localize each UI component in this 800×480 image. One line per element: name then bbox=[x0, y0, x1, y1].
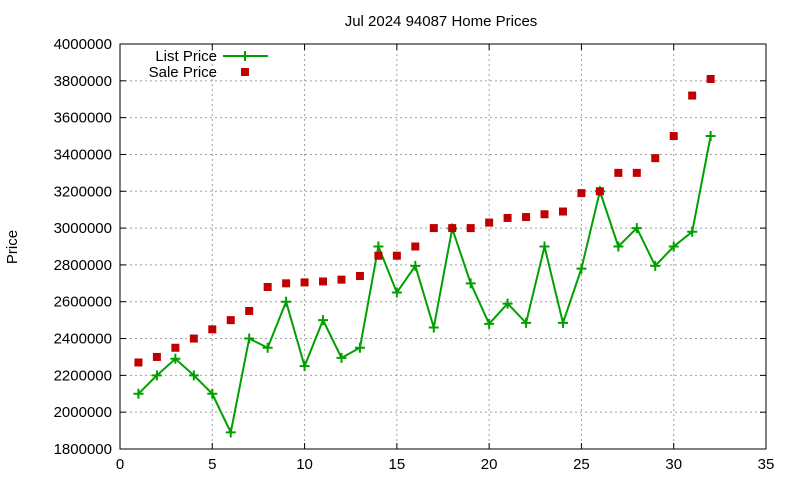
list-price-point bbox=[133, 388, 144, 399]
list-price-point bbox=[668, 241, 679, 252]
legend-swatch-marker bbox=[240, 51, 250, 61]
sale-price-point bbox=[688, 91, 697, 100]
sale-price-point bbox=[319, 277, 328, 286]
x-tick-label: 30 bbox=[665, 456, 682, 473]
sale-price-point bbox=[282, 279, 291, 288]
sale-price-point bbox=[152, 352, 161, 361]
x-tick-label: 20 bbox=[481, 456, 498, 473]
list-price-point bbox=[521, 317, 532, 328]
list-price-point bbox=[244, 333, 255, 344]
x-tick-label: 10 bbox=[296, 456, 313, 473]
sale-price-point bbox=[558, 207, 567, 216]
x-tick-label: 0 bbox=[116, 456, 124, 473]
list-price-point bbox=[576, 263, 587, 274]
sale-price-point bbox=[466, 224, 475, 233]
y-tick-label: 3000000 bbox=[54, 220, 112, 237]
x-tick-label: 35 bbox=[758, 456, 775, 473]
sale-price-point bbox=[245, 306, 254, 315]
sale-price-point bbox=[485, 218, 494, 227]
list-price-point bbox=[299, 361, 310, 372]
series-layer bbox=[133, 74, 716, 438]
list-price-point bbox=[354, 342, 365, 353]
list-price-point bbox=[281, 296, 292, 307]
list-price-point bbox=[262, 342, 273, 353]
y-tick-label: 2600000 bbox=[54, 294, 112, 311]
legend-swatch-marker bbox=[241, 68, 249, 76]
list-price-point bbox=[502, 298, 513, 309]
sale-price-point bbox=[651, 154, 660, 163]
list-price-point bbox=[336, 352, 347, 363]
list-price-point bbox=[188, 370, 199, 381]
series-sale-price bbox=[134, 74, 715, 367]
list-price-point bbox=[705, 131, 716, 142]
list-price-point bbox=[170, 353, 181, 364]
y-tick-label: 3800000 bbox=[54, 73, 112, 90]
list-price-point bbox=[557, 317, 568, 328]
sale-price-point bbox=[263, 283, 272, 291]
y-tick-label: 3600000 bbox=[54, 110, 112, 127]
list-price-point bbox=[151, 370, 162, 381]
y-axis-label: Price bbox=[4, 230, 21, 264]
sale-price-point bbox=[429, 224, 438, 233]
sale-price-point bbox=[208, 325, 217, 334]
list-price-point bbox=[613, 241, 624, 252]
sale-price-point bbox=[540, 210, 549, 219]
sale-price-point bbox=[503, 213, 512, 222]
x-tick-label: 5 bbox=[208, 456, 216, 473]
sale-price-point bbox=[522, 213, 531, 222]
sale-price-point bbox=[577, 189, 586, 198]
sale-price-point bbox=[355, 271, 364, 280]
series-list-price bbox=[133, 131, 716, 438]
sale-price-point bbox=[669, 132, 678, 141]
list-price-point bbox=[318, 315, 329, 326]
axes: 0 5 10 15 20 25 30 35 1800000 2000000 2200000 24000… bbox=[54, 36, 775, 473]
list-price-line bbox=[137, 135, 712, 436]
sale-price-point bbox=[614, 168, 623, 177]
sale-price-point bbox=[448, 224, 457, 233]
list-price-point bbox=[650, 260, 661, 271]
list-price-point bbox=[631, 223, 642, 234]
list-price-point bbox=[539, 241, 550, 252]
sale-price-point bbox=[392, 251, 401, 260]
sale-price-point bbox=[337, 275, 346, 284]
list-price-point bbox=[465, 278, 476, 289]
y-tick-label: 1800000 bbox=[54, 441, 112, 458]
sale-price-point bbox=[171, 343, 180, 352]
list-price-point bbox=[410, 260, 421, 271]
list-price-point bbox=[484, 318, 495, 329]
y-tick-label: 4000000 bbox=[54, 36, 112, 53]
list-price-point bbox=[207, 388, 218, 399]
x-tick-label: 25 bbox=[573, 456, 590, 473]
sale-price-point bbox=[595, 187, 604, 196]
chart-title: Jul 2024 94087 Home Prices bbox=[345, 13, 538, 30]
list-price-point bbox=[428, 322, 439, 333]
plot-frame bbox=[119, 43, 767, 450]
legend-label: Sale Price bbox=[149, 64, 217, 81]
sale-price-point bbox=[374, 251, 383, 260]
sale-price-point bbox=[632, 168, 641, 177]
y-tick-label: 2800000 bbox=[54, 257, 112, 274]
y-tick-label: 3400000 bbox=[54, 146, 112, 163]
sale-price-point bbox=[226, 316, 235, 325]
y-tick-label: 2000000 bbox=[54, 404, 112, 421]
y-tick-label: 3200000 bbox=[54, 183, 112, 200]
list-price-point bbox=[391, 287, 402, 298]
y-tick-label: 2400000 bbox=[54, 331, 112, 348]
sale-price-point bbox=[189, 334, 198, 343]
list-price-point bbox=[373, 241, 384, 252]
sale-price-point bbox=[706, 74, 715, 83]
y-tick-label: 2200000 bbox=[54, 367, 112, 384]
sale-price-point bbox=[411, 242, 420, 251]
legend-label: List Price bbox=[155, 48, 217, 65]
list-price-point bbox=[225, 427, 236, 438]
x-tick-label: 15 bbox=[389, 456, 406, 473]
list-price-point bbox=[687, 226, 698, 237]
sale-price-point bbox=[300, 278, 309, 287]
sale-price-point bbox=[134, 358, 143, 367]
